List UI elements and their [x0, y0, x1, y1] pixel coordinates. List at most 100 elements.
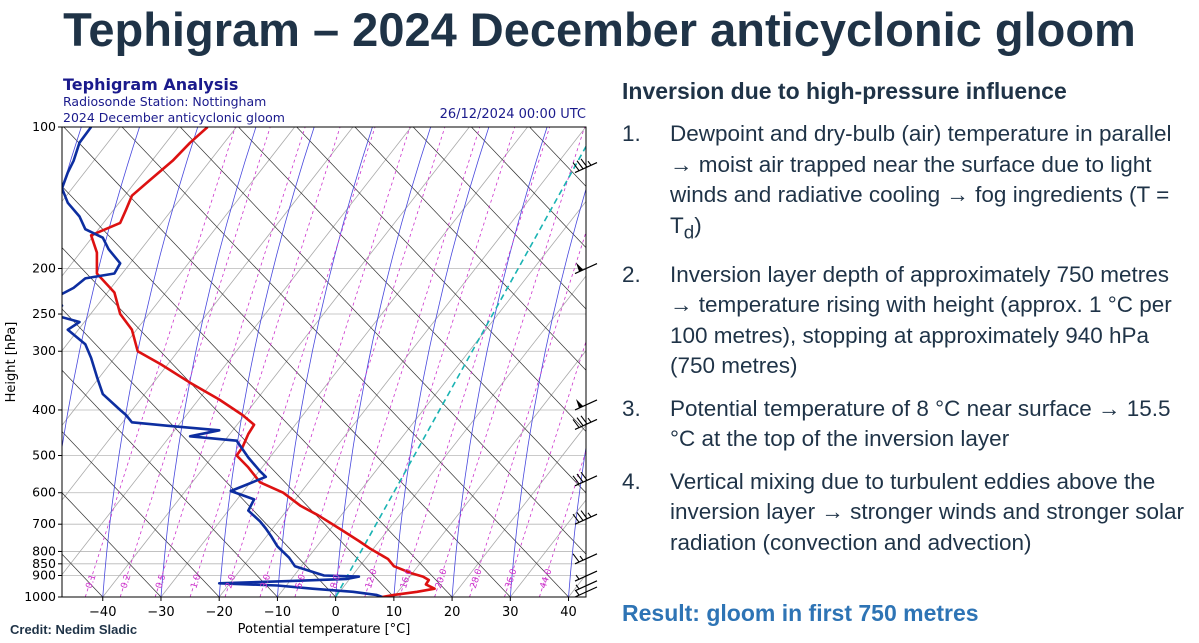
mixing-ratio-label: 2.0 [224, 573, 238, 590]
temperature-line [89, 127, 436, 597]
wind-barb-feather [576, 473, 584, 483]
dry-adiabat-line [180, 127, 586, 555]
explanation-point: 4. Vertical mixing due to turbulent eddi… [622, 467, 1192, 559]
wind-barb-feather [572, 475, 580, 485]
isotherm-line [335, 275, 586, 597]
y-tick-label: 200 [32, 260, 56, 275]
y-tick-label: 400 [32, 402, 56, 417]
credit-text: Credit: Nedim Sladic [10, 622, 138, 637]
wind-barb-half-feather [587, 512, 592, 518]
dry-adiabat-line [62, 247, 395, 597]
y-tick-label: 250 [32, 306, 56, 321]
point-number: 3. [622, 395, 641, 421]
mixing-ratio-line [399, 127, 551, 597]
mixing-ratio-label: 16.0 [399, 568, 415, 590]
dry-adiabat-line [62, 369, 278, 597]
y-tick-label: 850 [32, 556, 56, 571]
mixing-ratio-line [329, 127, 481, 597]
x-tick-label: −40 [89, 605, 116, 620]
isotherm-line [102, 127, 470, 597]
y-tick-label: 500 [32, 448, 56, 463]
y-tick-label: 700 [32, 516, 56, 531]
mixing-ratio-line [259, 127, 411, 597]
isotherm-line [393, 350, 586, 597]
y-tick-label: 300 [32, 343, 56, 358]
wind-barb-feather [580, 510, 588, 519]
saturated-adiabat-line [102, 127, 199, 597]
wind-barb-half-feather [575, 584, 580, 590]
mixing-ratio-line [469, 230, 586, 597]
sounding-series [62, 127, 436, 597]
x-tick-label: −10 [264, 605, 291, 620]
wind-barb [572, 415, 598, 430]
dry-adiabat-line [471, 127, 586, 249]
saturated-adiabat-line [160, 127, 257, 597]
saturated-adiabat-line [509, 187, 586, 597]
x-axis-label: Potential temperature [°C] [238, 622, 411, 637]
chart-title: Tephigram Analysis [63, 75, 238, 94]
mixing-ratio-line [224, 127, 376, 597]
mixing-ratio-line [539, 449, 586, 597]
dry-adiabat-line [588, 127, 605, 597]
wind-barb [574, 580, 598, 592]
wind-barb-staff [574, 553, 598, 565]
wind-barb [572, 471, 598, 487]
point-text: Potential temperature of 8 °C near surfa… [670, 395, 1171, 452]
dry-adiabat-line [412, 127, 586, 310]
isotherm-line [62, 127, 237, 352]
wind-barb [574, 586, 598, 598]
dry-adiabat-line [63, 127, 511, 597]
mixing-ratio-line [154, 127, 306, 597]
isotherm-line [568, 573, 586, 597]
wind-barb-flag [576, 398, 583, 408]
mixing-ratio-label: 44.0 [539, 568, 555, 590]
mixing-ratio-label: 0.2 [120, 573, 134, 590]
wind-barb-half-feather [575, 590, 580, 596]
mixing-ratio-label: 0.1 [85, 573, 99, 590]
mixing-ratio-line [434, 127, 586, 597]
mixing-ratio-label: 1.0 [189, 573, 203, 590]
panel-heading: Inversion due to high-pressure influence [622, 78, 1067, 104]
wind-barb-staff [574, 162, 598, 174]
saturated-adiabat-line [451, 127, 548, 597]
result-statement: Result: gloom in first 750 metres [622, 600, 979, 626]
isotherm-line [62, 127, 296, 426]
x-tick-label: −30 [147, 605, 174, 620]
mixing-ratio-line [119, 127, 271, 597]
mixing-ratio-label: 20.0 [434, 568, 450, 590]
dry-adiabat-line [62, 308, 336, 597]
isotherm-line [160, 127, 528, 597]
dry-adiabat-line [529, 127, 586, 187]
point-number: 1. [622, 121, 641, 146]
wind-barb-feather [572, 553, 580, 563]
mixing-ratio-label: 28.0 [469, 568, 485, 590]
explanation-point: 3. Potential temperature of 8 °C near su… [622, 394, 1192, 455]
y-tick-label: 900 [32, 567, 56, 582]
point-text: Dewpoint and dry-bulb (air) temperature … [670, 121, 1172, 242]
isotherm-line [62, 127, 179, 277]
mixing-ratio-label: 8.0 [329, 573, 343, 590]
dry-adiabat-line [62, 185, 453, 597]
y-axis-label: Height [hPa] [4, 322, 19, 403]
isotherm-line [277, 200, 586, 597]
dewpoint-subscript: d [683, 221, 695, 242]
tephigram-chart: Tephigram Analysis Radiosonde Station: N… [4, 75, 605, 637]
dewpoint-line [62, 127, 383, 597]
explanation-panel: Inversion due to high-pressure influence… [622, 78, 1192, 570]
saturated-adiabat-line [62, 127, 140, 450]
x-tick-label: 40 [560, 605, 577, 620]
isotherm-line [62, 127, 412, 576]
mixing-ratio-label: 5.0 [294, 573, 308, 590]
wind-barb-staff [574, 586, 598, 598]
dry-adiabat-line [238, 127, 586, 494]
y-tick-label: 800 [32, 543, 56, 558]
point-text: Inversion layer depth of approximately 7… [670, 261, 1172, 379]
saturated-adiabat-line [277, 127, 373, 597]
explanation-point: 2. Inversion layer depth of approximatel… [622, 260, 1192, 382]
isotherm-line [509, 499, 586, 597]
wind-barb [574, 398, 598, 411]
wind-barb-staff [574, 418, 598, 430]
wind-barb-flag [576, 262, 583, 272]
wind-barb [572, 158, 598, 174]
isotherm-line [218, 127, 586, 597]
